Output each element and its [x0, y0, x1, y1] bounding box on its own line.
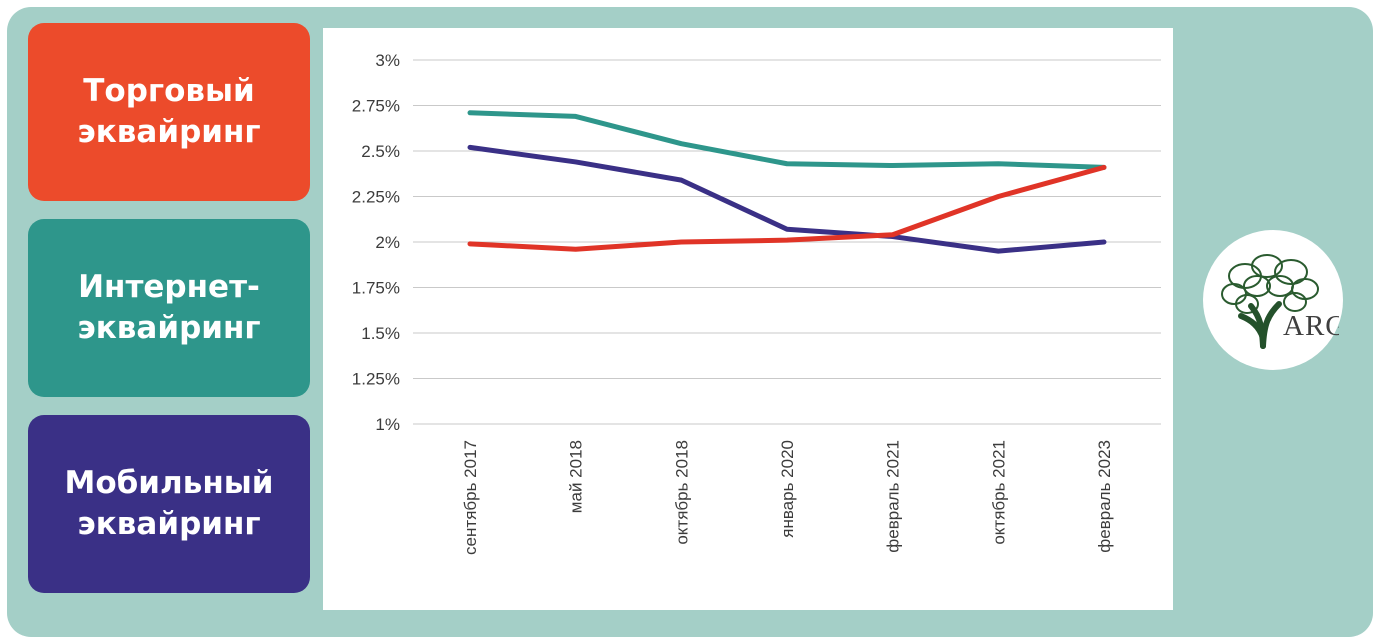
- y-axis-tick-label: 2%: [375, 233, 400, 252]
- x-axis-tick-label: февраль 2021: [884, 440, 903, 553]
- x-axis-tick-label: январь 2020: [778, 440, 797, 538]
- y-axis-tick-label: 1.25%: [352, 369, 400, 388]
- x-axis-tick-label: сентябрь 2017: [461, 440, 480, 555]
- legend-label-mobilny: Мобильный эквайринг: [64, 465, 274, 542]
- y-axis-tick-label: 1%: [375, 415, 400, 434]
- series-line-Интернет-эквайринг: [467, 110, 1107, 170]
- legend-card-internet: Интернет-эквайринг: [28, 219, 310, 397]
- legend-card-mobilny: Мобильный эквайринг: [28, 415, 310, 593]
- legend-label-internet: Интернет-эквайринг: [77, 269, 261, 346]
- series-line-Мобильный эквайринг: [467, 144, 1107, 254]
- y-axis-tick-label: 2.5%: [361, 142, 400, 161]
- x-axis-tick-label: октябрь 2018: [672, 440, 691, 545]
- y-axis-tick-label: 3%: [375, 51, 400, 70]
- y-axis-tick-label: 1.5%: [361, 324, 400, 343]
- x-axis-tick-label: май 2018: [567, 440, 586, 513]
- chart-panel: 3% 2.75% 2.5% 2.25% 2% 1.75% 1.5% 1.25% 1% сентяб…: [323, 28, 1173, 610]
- legend-label-torgovy: Торговый эквайринг: [77, 73, 261, 150]
- logo-text: ARG: [1283, 310, 1339, 342]
- y-axis-tick-label: 1.75%: [352, 278, 400, 297]
- x-axis-tick-label: февраль 2023: [1095, 440, 1114, 553]
- y-axis-tick-label: 2.25%: [352, 187, 400, 206]
- y-axis-tick-label: 2.75%: [352, 96, 400, 115]
- legend: Торговый эквайринг Интернет-эквайринг Мо…: [28, 23, 310, 593]
- x-axis-tick-label: октябрь 2021: [989, 440, 1008, 545]
- series-line-Торговый эквайринг: [467, 164, 1107, 252]
- tree-icon: ARG: [1221, 254, 1339, 349]
- arg-logo: ARG: [1203, 230, 1343, 370]
- legend-card-torgovy: Торговый эквайринг: [28, 23, 310, 201]
- line-chart: 3% 2.75% 2.5% 2.25% 2% 1.75% 1.5% 1.25% 1% сентяб…: [352, 51, 1161, 555]
